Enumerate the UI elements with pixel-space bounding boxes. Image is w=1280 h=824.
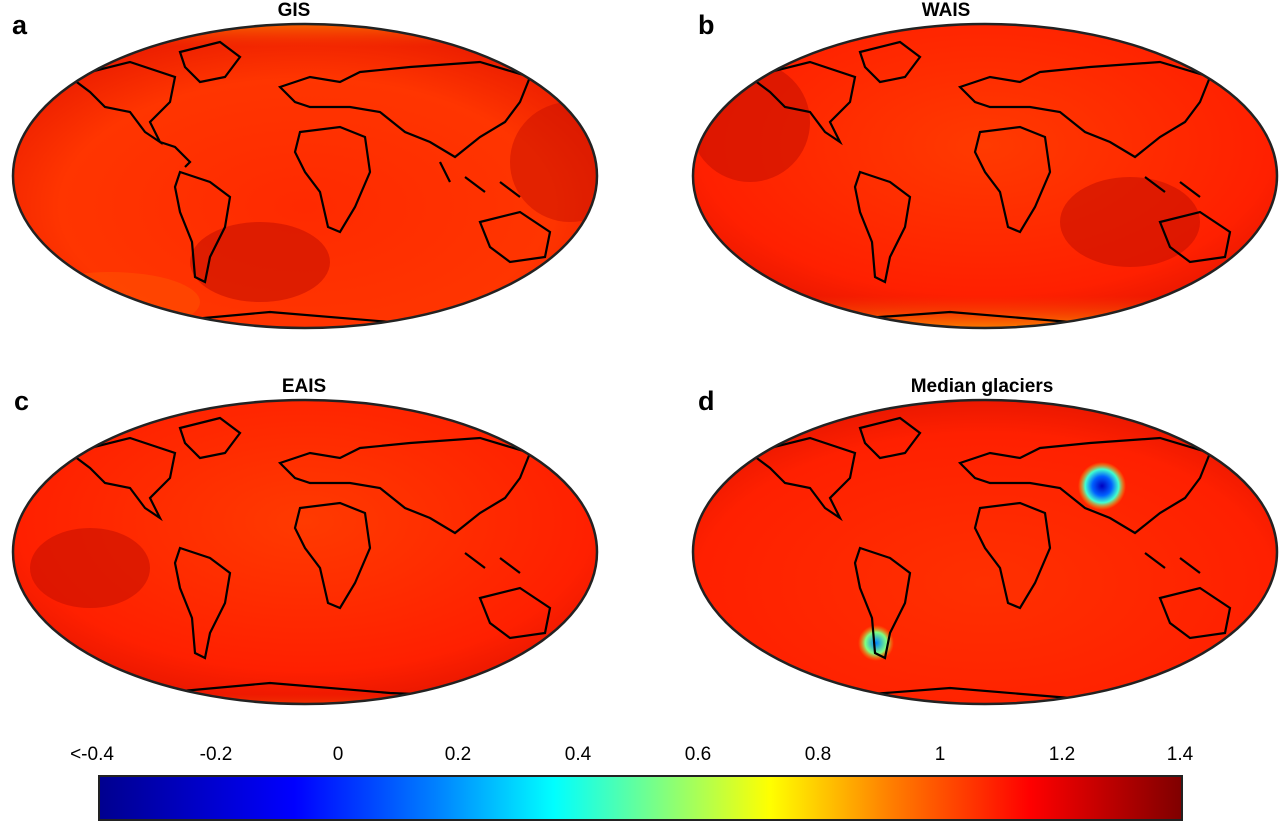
world-map-icon [11, 398, 599, 706]
panel-letter: d [698, 386, 715, 416]
colorbar-tick-label: 1 [934, 744, 946, 765]
world-map-icon [691, 398, 1279, 706]
panel-letter: c [14, 386, 30, 416]
colorbar-tick-label: 1.2 [1048, 744, 1076, 765]
panel-title: EAIS [281, 376, 327, 397]
colorbar-tick-label: 0.8 [804, 744, 832, 765]
colorbar-tick-label: 0.2 [444, 744, 472, 765]
panel-letter: a [12, 10, 28, 40]
colorbar-tick-label: <-0.4 [70, 744, 114, 765]
colorbar-tick-label: 0 [332, 744, 344, 765]
world-map-icon [11, 22, 599, 330]
panel-title: WAIS [921, 0, 971, 21]
colorbar-tick-label: 0.4 [564, 744, 592, 765]
colorbar-tick-label: -0.2 [199, 744, 233, 765]
colorbar-tick-label: 1.4 [1166, 744, 1194, 765]
world-map-icon [691, 22, 1279, 330]
panel-title: Median glaciers [910, 376, 1054, 397]
panel-title: GIS [277, 0, 311, 21]
panel-letter: b [698, 10, 715, 40]
colorbar-tick-label: 0.6 [684, 744, 712, 765]
colorbar [98, 775, 1183, 821]
